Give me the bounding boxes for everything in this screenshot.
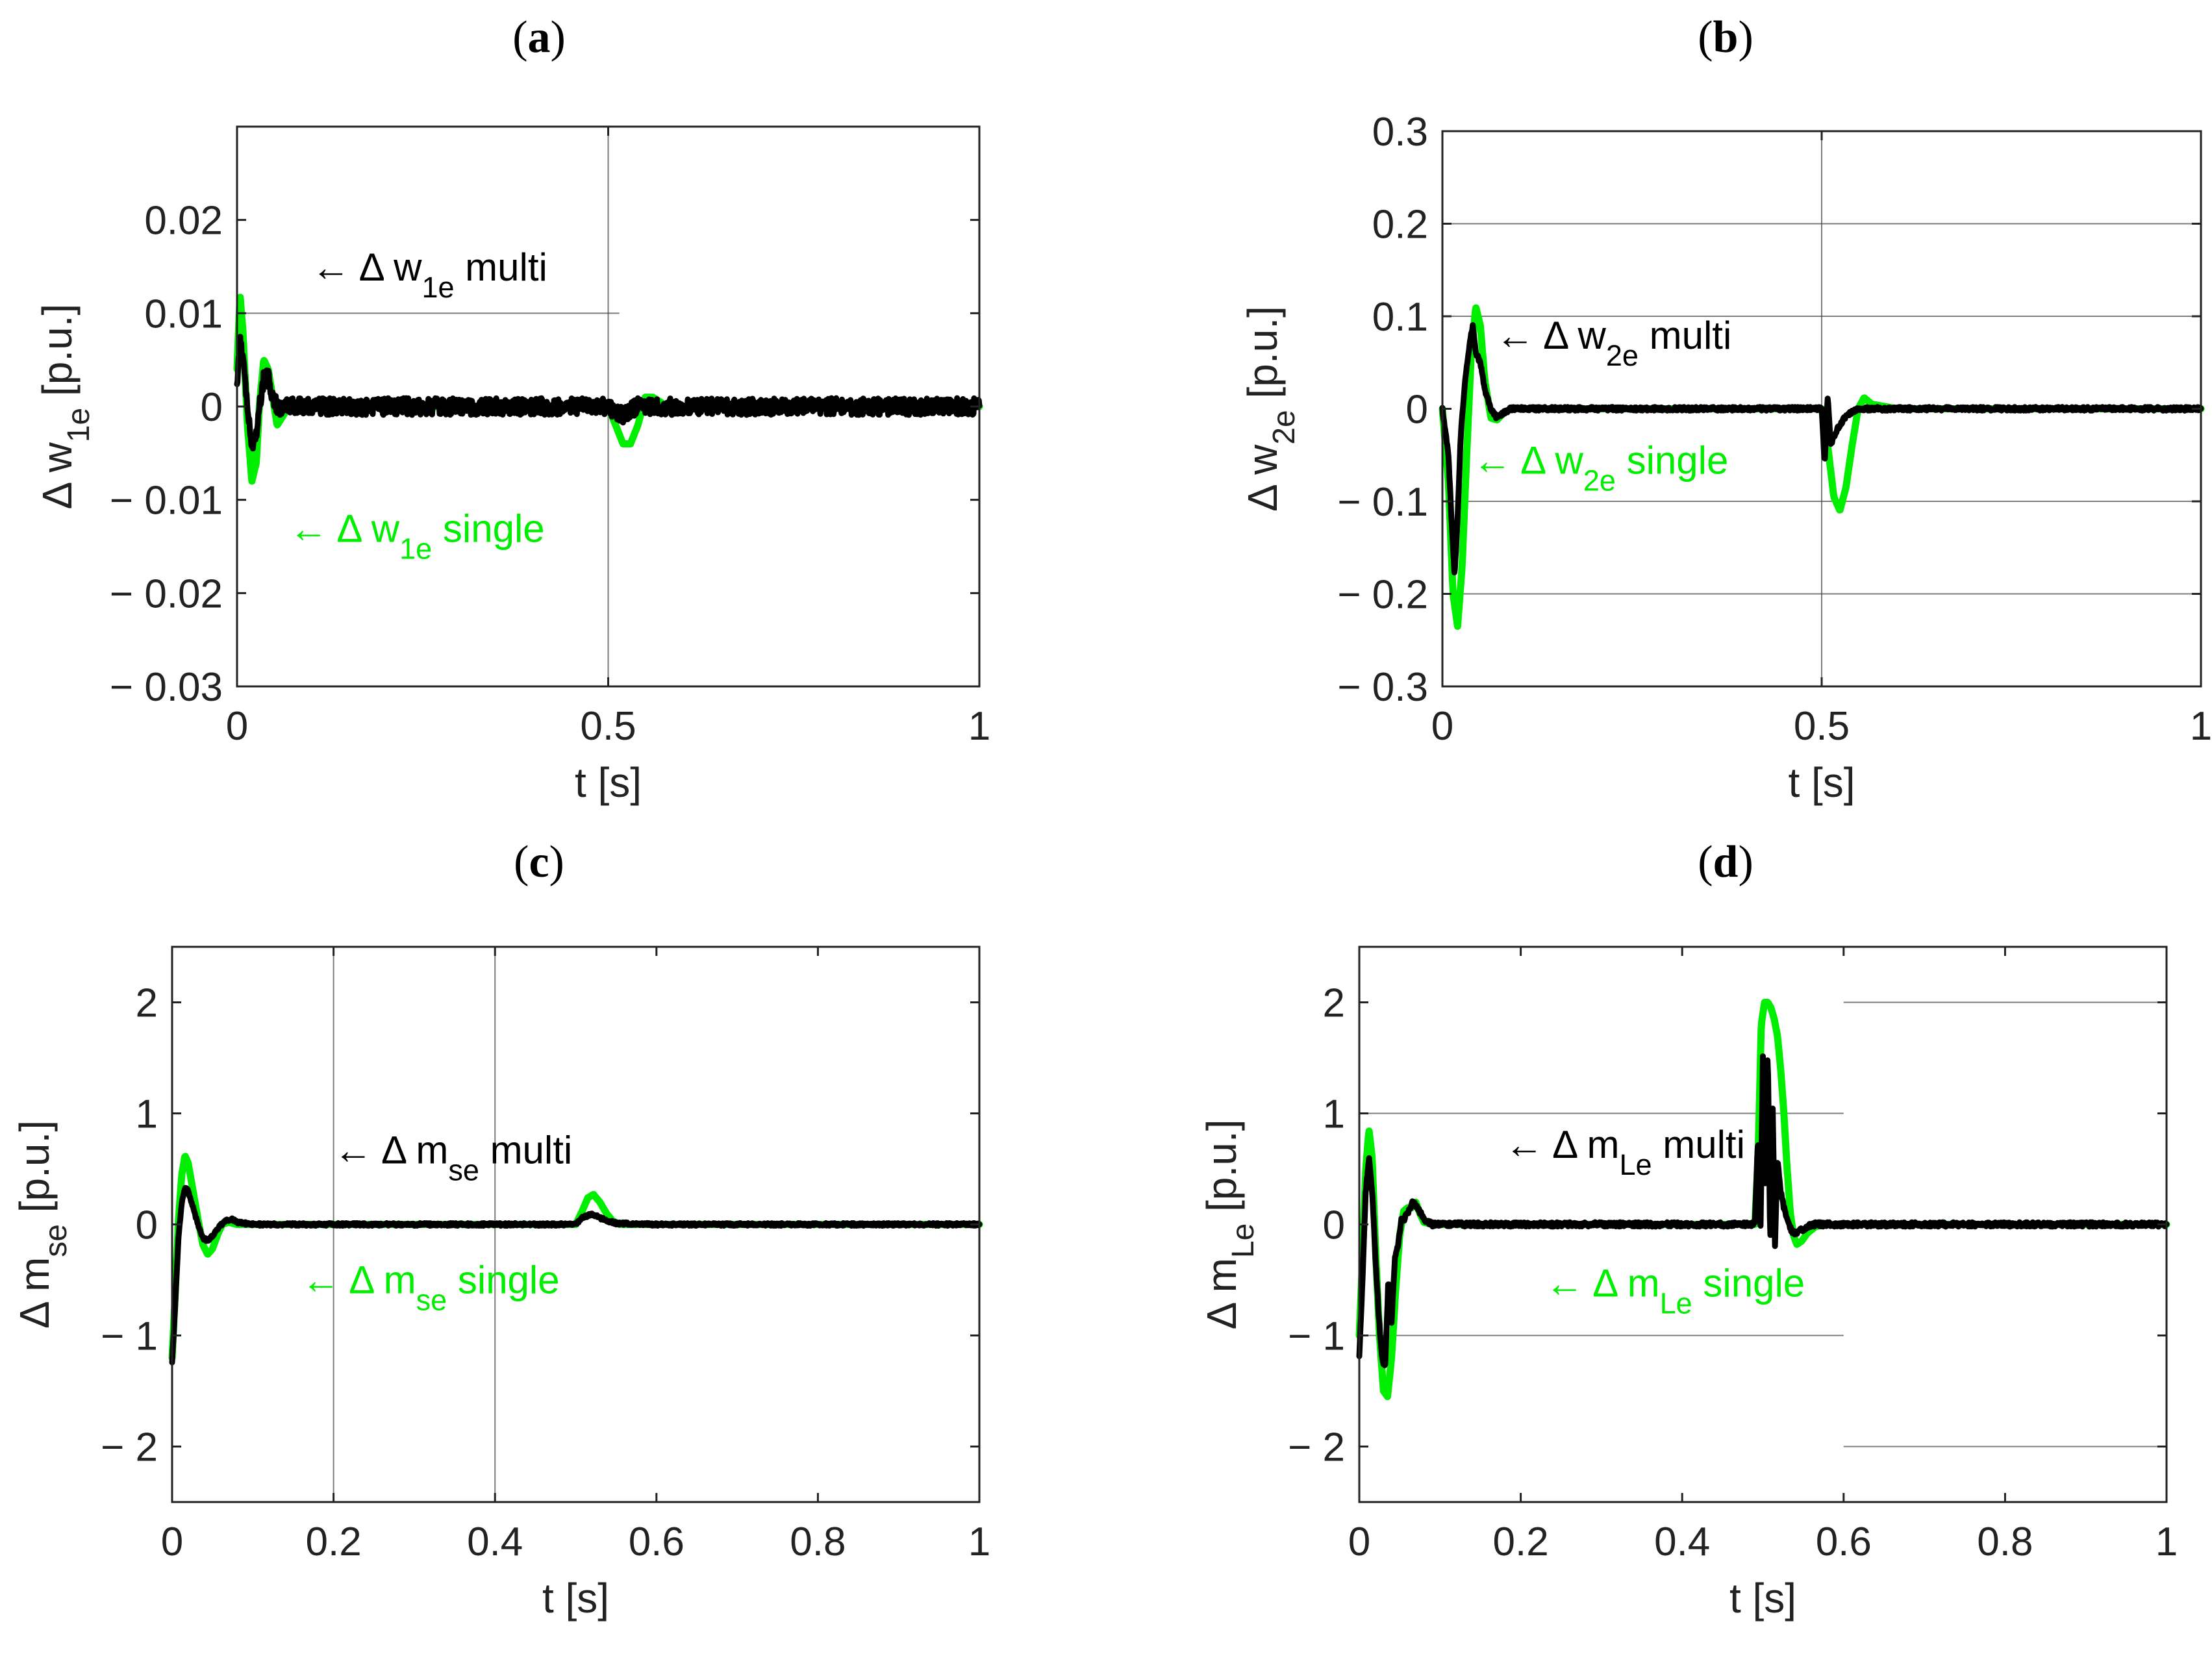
x-tick-label: 0.4 [467, 1520, 523, 1564]
annotation-single: ← Δ w1e single [289, 507, 545, 565]
x-tick-label: 1 [2190, 704, 2212, 749]
x-tick-label: 0.4 [1654, 1520, 1710, 1564]
x-tick-label: 0 [226, 704, 248, 749]
x-tick-label: 1 [968, 1520, 990, 1564]
chart-panel-d: (d) 0 0.2 0.4 0.6 0.8 1 − 2 − 1 0 1 2 t [s] Δ mLe [p.… [1198, 837, 2178, 1622]
y-tick-label: 1 [136, 1092, 158, 1137]
panel-title-c: (c) [514, 837, 564, 887]
chart-panel-c: (c) 0 0.2 0.4 0.6 0.8 1 − 2 − 1 0 1 2 t [s] Δ mse [p.… [11, 837, 990, 1622]
y-tick-label: 0 [1323, 1203, 1345, 1248]
x-tick-label: 0.5 [580, 704, 636, 749]
x-axis-label: t [s] [575, 759, 642, 806]
annotation-multi: ← Δ w1e multi [311, 245, 547, 304]
x-axis-label: t [s] [1729, 1575, 1796, 1622]
x-tick-label: 0 [1348, 1520, 1370, 1564]
y-axis-label: Δ mse [p.u.] [11, 1120, 73, 1329]
x-tick-label: 1 [2155, 1520, 2178, 1564]
x-tick-label: 0 [1431, 704, 1453, 749]
series-line-multi [1439, 322, 2204, 576]
x-tick-label: 0 [161, 1520, 183, 1564]
y-tick-label: 0.1 [1372, 295, 1428, 340]
y-tick-label: 0.01 [144, 292, 223, 336]
annotation-single: ← Δ mLe single [1545, 1262, 1805, 1320]
y-tick-label: 1 [1323, 1092, 1345, 1137]
y-tick-label: − 0.01 [110, 479, 223, 523]
x-tick-label: 0.8 [1977, 1520, 2033, 1564]
y-tick-label: − 0.02 [110, 571, 223, 616]
chart-panel-a: (a) 0 0.5 1 − 0.03 − 0.02 − 0.01 0 0.01 0.02 t [s]… [34, 12, 990, 806]
x-tick-label: 0.8 [790, 1520, 846, 1564]
x-axis-label: t [s] [1788, 759, 1855, 806]
x-tick-label: 1 [968, 704, 990, 749]
y-tick-label: 2 [136, 981, 158, 1026]
series-line-multi [234, 334, 983, 452]
annotation-multi: ← Δ mLe multi [1505, 1123, 1745, 1181]
y-tick-label: 0 [136, 1203, 158, 1248]
x-tick-label: 0.5 [1794, 704, 1850, 749]
annotation-multi: ← Δ mse multi [334, 1128, 573, 1186]
y-axis-label: Δ w1e [p.u.] [34, 304, 96, 510]
series-line-multi [169, 1184, 983, 1366]
y-tick-label: − 0.03 [110, 665, 223, 710]
y-tick-label: − 2 [1288, 1425, 1345, 1470]
y-tick-label: − 0.2 [1337, 573, 1428, 618]
y-axis-label: Δ w2e [p.u.] [1239, 306, 1301, 512]
y-tick-label: 2 [1323, 981, 1345, 1026]
x-axis-label: t [s] [542, 1575, 609, 1622]
y-tick-label: 0.2 [1372, 203, 1428, 247]
panel-title-a: (a) [512, 12, 566, 62]
x-tick-label: 0.6 [629, 1520, 685, 1564]
panel-title-d: (d) [1698, 837, 1753, 887]
annotation-multi: ← Δ w2e multi [1496, 314, 1732, 372]
y-tick-label: − 1 [101, 1314, 158, 1359]
x-tick-label: 0.6 [1816, 1520, 1872, 1564]
y-tick-label: − 2 [101, 1425, 158, 1470]
series-line-multi [1356, 1053, 2170, 1368]
y-tick-label: 0.02 [144, 199, 223, 244]
x-tick-label: 0.2 [1492, 1520, 1548, 1564]
y-tick-label: 0 [1406, 388, 1428, 432]
x-tick-label: 0.2 [305, 1520, 361, 1564]
chart-panel-b: (b) 0 0.5 1 − 0.3 − 0.2 − 0.1 0 0.1 0.2 0.3 t [s] Δ … [1239, 12, 2212, 806]
y-tick-label: − 1 [1288, 1314, 1345, 1359]
y-tick-label: − 0.3 [1337, 665, 1428, 710]
y-axis-label: Δ mLe [p.u.] [1198, 1120, 1261, 1330]
y-tick-label: − 0.1 [1337, 480, 1428, 525]
y-tick-label: 0 [201, 385, 223, 430]
panel-title-b: (b) [1698, 12, 1753, 62]
y-tick-label: 0.3 [1372, 110, 1428, 155]
annotation-single: ← Δ mse single [301, 1259, 560, 1317]
annotation-single: ← Δ w2e single [1473, 438, 1729, 497]
